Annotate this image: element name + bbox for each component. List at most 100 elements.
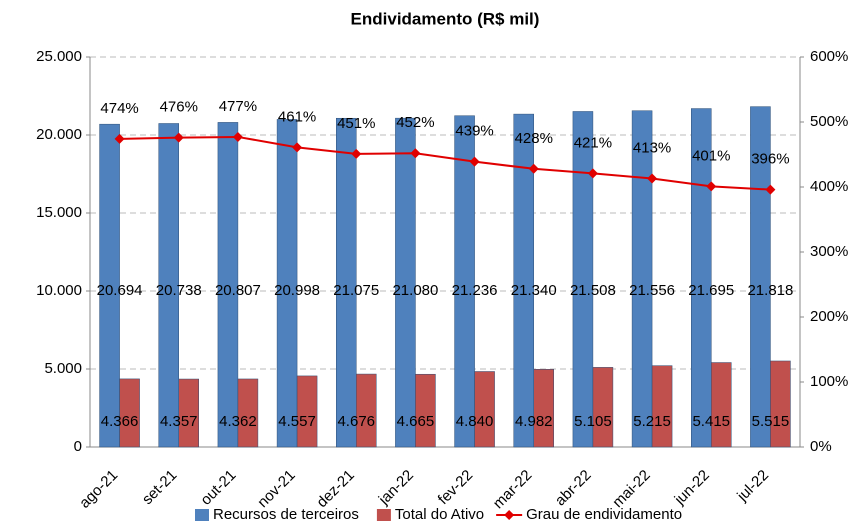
y-tick-label: 0 [74,438,82,455]
data-label: 21.236 [452,282,498,299]
y2-tick-label: 200% [810,308,848,325]
bar [158,123,179,448]
y-tick-label: 20.000 [36,126,82,143]
x-tick-label: abr-22 [552,467,595,510]
x-tick-label: out-21 [197,467,239,509]
data-label: 5.515 [752,413,790,430]
data-label: 21.508 [570,282,616,299]
legend-swatch [376,509,391,521]
bar [631,110,653,448]
bar [415,373,436,448]
data-label: 21.075 [333,282,379,299]
line [119,135,771,191]
bar [533,369,554,448]
y2-tick-label: 600% [810,48,848,65]
y2-tick-label: 0% [810,438,832,455]
data-label: 413% [633,140,671,157]
data-label: 21.080 [392,282,438,299]
bar [276,119,298,448]
bar [651,365,673,448]
data-label: 451% [337,115,375,132]
bar [454,115,475,448]
data-label: 5.215 [633,413,671,430]
legend-label: Recursos de terceiros [213,506,359,523]
line-marker [587,168,598,179]
bar [237,378,259,448]
x-tick-label: fev-22 [435,467,477,509]
data-label: 4.362 [219,413,257,430]
bar [750,106,771,448]
data-label: 396% [751,151,789,168]
bar [217,122,239,448]
data-label: 21.818 [747,282,793,299]
legend-label: Grau de endividamento [526,506,682,523]
y2-tick-label: 100% [810,373,848,390]
data-label: 4.676 [337,413,375,430]
data-label: 4.366 [101,413,139,430]
data-label: 477% [219,98,257,115]
data-label: 21.556 [629,282,675,299]
data-label: 474% [100,100,138,117]
y-tick-label: 5.000 [44,360,82,377]
y2-tick-label: 500% [810,113,848,130]
y-tick-label: 25.000 [36,48,82,65]
bar [770,360,791,448]
data-label: 5.415 [692,413,730,430]
line-marker [232,131,243,142]
bar [99,123,120,448]
y2-tick-label: 400% [810,178,848,195]
line-marker [410,148,421,159]
data-label: 4.357 [160,413,198,430]
data-label: 4.840 [456,413,494,430]
x-tick-label: set-21 [139,467,181,509]
data-label: 461% [278,108,316,125]
data-label: 20.738 [156,282,202,299]
bar [296,375,318,448]
line-marker [351,148,362,159]
data-label: 20.694 [97,282,143,299]
line-marker [528,163,539,174]
line-marker [292,142,303,153]
line-marker [765,184,776,195]
bar [178,378,199,448]
data-label: 428% [515,130,553,147]
data-label: 452% [396,114,434,131]
bar [691,108,712,448]
data-label: 401% [692,147,730,164]
legend-label: Total do Ativo [395,506,484,523]
data-label: 21.695 [688,282,734,299]
x-tick-label: dez-21 [313,467,357,511]
legend-swatch [195,509,209,521]
bar [513,113,534,448]
line-marker [706,181,717,192]
y2-tick-label: 300% [810,243,848,260]
y-tick-label: 10.000 [36,282,82,299]
bar [395,117,416,448]
bar [474,371,495,448]
x-tick-label: mai-22 [609,467,653,511]
bar [119,378,140,448]
data-label: 421% [574,134,612,151]
data-label: 4.982 [515,413,553,430]
bar [336,117,357,448]
chart-title: Endividamento (R$ mil) [351,9,540,28]
data-label: 5.105 [574,413,612,430]
x-tick-label: jun-22 [671,467,713,509]
x-tick-label: ago-21 [76,467,121,512]
data-label: 476% [160,99,198,116]
line-marker [647,173,658,184]
bar [572,111,594,448]
bar [356,373,377,448]
x-tick-label: jul-22 [733,467,772,506]
line-marker [173,132,184,143]
bar [592,367,614,448]
x-tick-label: nov-21 [254,467,298,511]
line-marker [469,156,480,167]
y-tick-label: 15.000 [36,204,82,221]
data-label: 20.807 [215,282,261,299]
data-label: 21.340 [511,282,557,299]
bar [711,362,732,448]
data-label: 4.665 [397,413,435,430]
legend-swatch [504,510,515,520]
